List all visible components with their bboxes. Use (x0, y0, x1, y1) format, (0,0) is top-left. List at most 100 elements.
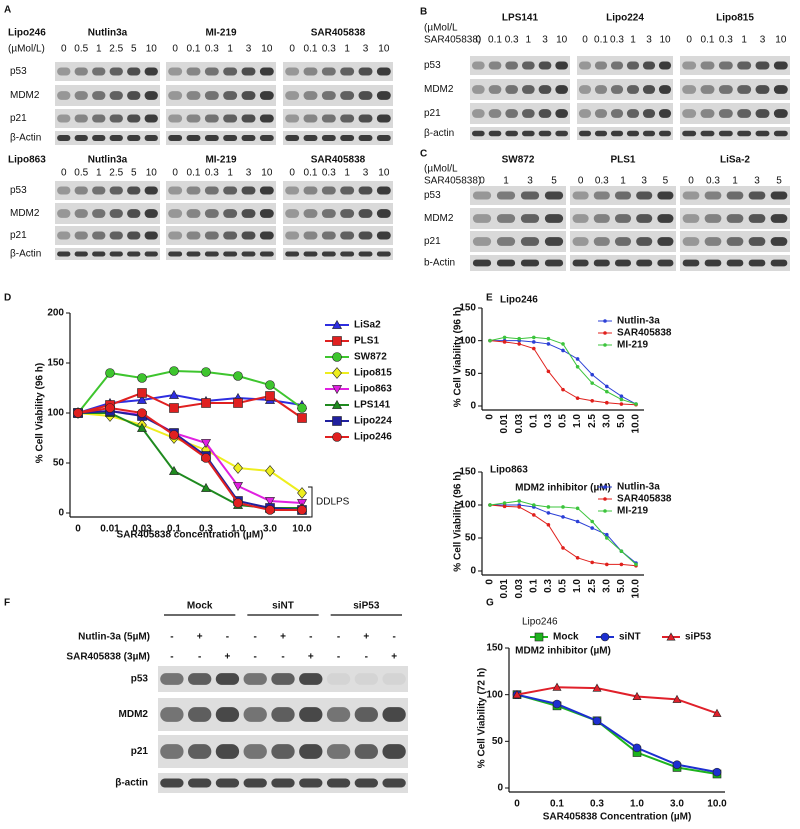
blot-band (188, 778, 212, 788)
blot-band (737, 85, 752, 94)
blot-strip (283, 203, 393, 224)
y-tick-label: 50 (465, 368, 477, 379)
blot-band (241, 135, 256, 141)
legend-label: siNT (619, 632, 641, 643)
blot-band (642, 109, 656, 118)
panel-label: E (486, 293, 493, 304)
treatment-sign: - (170, 652, 173, 663)
blot-band (109, 135, 123, 141)
blot-band (109, 251, 123, 257)
blot-band (382, 673, 406, 685)
blot-band (594, 109, 608, 118)
series-line (489, 504, 637, 567)
blot-band (770, 214, 788, 223)
dose-label: 0.3 (706, 176, 720, 187)
blot-band (340, 231, 355, 240)
blot-band (271, 744, 295, 759)
legend-label: PLS1 (354, 336, 379, 347)
blot-band (92, 114, 106, 123)
treatment-label: Nutlin-3a (5µM) (78, 632, 150, 643)
y-tick-label: 50 (465, 533, 477, 544)
blot-band (340, 186, 355, 195)
dose-label: 5 (131, 44, 137, 55)
blot-band (259, 67, 274, 76)
blot-strip (680, 56, 790, 75)
group-label: siNT (272, 601, 294, 612)
dose-unit: (µMol/L (424, 23, 458, 34)
data-point (169, 403, 179, 413)
legend-label: Nutlin-3a (617, 316, 660, 327)
blot-band (472, 109, 485, 118)
blot-band (704, 214, 722, 223)
x-tick-label: 0.5 (558, 579, 569, 593)
panel-label: C (420, 149, 427, 160)
drug-label: MI-219 (205, 28, 237, 39)
dose-label: 0 (686, 35, 692, 46)
data-point (712, 708, 722, 717)
x-tick-label: 0.3 (590, 799, 604, 810)
blot-band (382, 778, 406, 788)
x-tick-label: 10.0 (292, 524, 312, 535)
blot-band (726, 214, 744, 223)
blot-band (496, 259, 516, 267)
x-tick-label: 2.5 (587, 579, 598, 593)
blot-band (241, 67, 256, 76)
blot-band (259, 209, 274, 218)
data-point (517, 505, 521, 509)
data-point (502, 335, 507, 340)
data-point (488, 338, 492, 343)
blot-band (770, 191, 788, 200)
blot-band (127, 114, 141, 123)
blot-strip (283, 131, 393, 145)
dose-label: 1 (344, 44, 350, 55)
legend-label: Nutlin-3a (617, 482, 660, 493)
data-point (502, 504, 507, 509)
data-point (137, 388, 147, 398)
data-point (265, 380, 275, 390)
series-line (489, 336, 637, 405)
treatment-sign: - (226, 632, 229, 643)
blot-band (160, 744, 184, 759)
cell-line-label: Lipo863 (8, 155, 46, 166)
x-tick-label: 5.0 (616, 414, 627, 428)
blot-band (109, 209, 123, 218)
dose-label: 10 (556, 35, 568, 46)
treatment-sign: - (170, 632, 173, 643)
dose-label: 0.1 (187, 44, 201, 55)
blot-band (271, 673, 295, 685)
blot-strip (283, 109, 393, 128)
blot-band (215, 707, 240, 722)
blot-band (376, 135, 391, 141)
blot-band (215, 778, 240, 788)
blot-band (376, 209, 391, 218)
blot-band (472, 130, 485, 137)
blot-band (144, 91, 158, 100)
series-line (77, 409, 303, 504)
x-tick-label: 0 (485, 579, 496, 585)
dose-label: 1 (526, 35, 532, 46)
blot-strip (55, 62, 160, 81)
protein-label: β-Actin (10, 133, 41, 144)
data-point (634, 402, 638, 406)
blot-band (168, 231, 183, 240)
series-line (516, 693, 718, 775)
y-tick-label: 0 (470, 401, 476, 412)
blot-band (321, 135, 336, 141)
blot-band (223, 67, 238, 76)
dose-label: 1 (620, 176, 626, 187)
blot-band (321, 91, 336, 100)
blot-band (610, 130, 624, 137)
blot-strip (577, 79, 673, 100)
blot-band (168, 67, 183, 76)
blot-band (259, 135, 274, 141)
data-point (233, 371, 243, 381)
protein-label: p53 (10, 66, 27, 77)
annotation-bracket (308, 486, 313, 518)
blot-strip (55, 85, 160, 106)
blot-band (610, 109, 624, 118)
blot-band (160, 673, 184, 685)
protein-label: MDM2 (119, 709, 149, 720)
blot-band (488, 61, 502, 70)
protein-label: MDM2 (424, 84, 454, 95)
chart-title: Lipo246 (522, 617, 558, 628)
